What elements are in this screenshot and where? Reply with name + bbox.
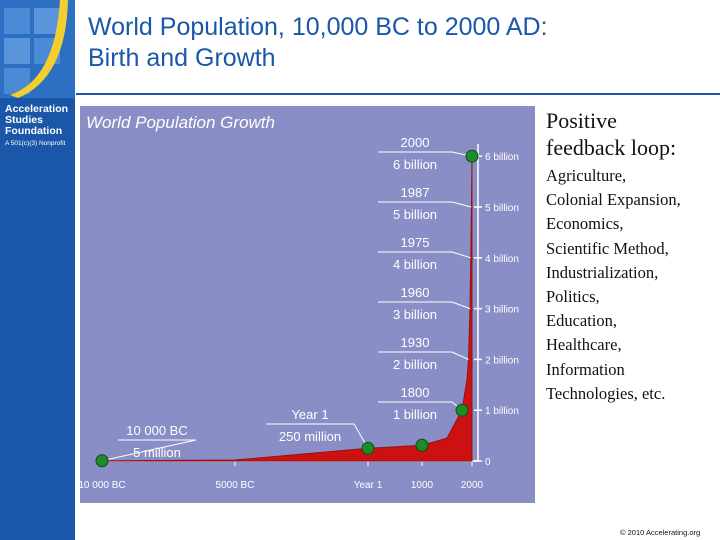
callout-year: 10 000 BC bbox=[126, 423, 187, 438]
chart-title: World Population Growth bbox=[86, 113, 275, 132]
callout-year: 1800 bbox=[401, 385, 430, 400]
callout-leader bbox=[451, 251, 471, 259]
y-tick-label: 6 billion bbox=[485, 152, 519, 163]
y-tick-label: 3 billion bbox=[485, 305, 519, 316]
callout-year: 1930 bbox=[401, 335, 430, 350]
callout-year: 1987 bbox=[401, 185, 430, 200]
title-divider bbox=[76, 93, 720, 95]
callout-leader bbox=[451, 351, 469, 360]
y-tick-label: 5 billion bbox=[485, 203, 519, 214]
callout-population: 4 billion bbox=[393, 257, 437, 272]
x-tick-label: 10 000 BC bbox=[80, 480, 126, 491]
callout-leader bbox=[451, 201, 472, 208]
copyright: © 2010 Accelerating.org bbox=[620, 528, 701, 537]
side-list-item: Education, bbox=[546, 311, 618, 331]
side-list-item: Technologies, etc. bbox=[546, 383, 666, 403]
callout-year: 1960 bbox=[401, 285, 430, 300]
data-marker bbox=[361, 441, 375, 455]
callout-population: 1 billion bbox=[393, 407, 437, 422]
callout-year: Year 1 bbox=[291, 407, 328, 422]
side-list-item: Politics, bbox=[546, 287, 600, 307]
foundation-logo bbox=[0, 0, 75, 98]
side-heading: Positive feedback loop: bbox=[546, 107, 716, 161]
y-tick-label: 4 billion bbox=[485, 254, 519, 265]
data-marker bbox=[465, 149, 479, 163]
callout-population: 5 billion bbox=[393, 207, 437, 222]
callout-population: 6 billion bbox=[393, 157, 437, 172]
y-tick-label: 1 billion bbox=[485, 406, 519, 417]
side-list-item: Industrialization, bbox=[546, 262, 659, 282]
slide-title: World Population, 10,000 BC to 2000 AD: … bbox=[88, 12, 708, 74]
population-area bbox=[101, 156, 473, 462]
population-chart: World Population Growth 0 1 billion 2 billi… bbox=[78, 106, 535, 503]
callout-population: 3 billion bbox=[393, 307, 437, 322]
side-list: Agriculture, Colonial Expansion, Economics… bbox=[546, 164, 718, 406]
org-name-line: Studies bbox=[5, 114, 43, 126]
side-list-item: Information bbox=[546, 359, 625, 379]
callout-year: 2000 bbox=[401, 135, 430, 150]
side-list-item: Economics, bbox=[546, 214, 624, 234]
callout-year: 1975 bbox=[401, 235, 430, 250]
side-list-item: Agriculture, bbox=[546, 166, 627, 185]
side-heading-line: Positive bbox=[546, 108, 617, 133]
callout-leader bbox=[101, 439, 197, 462]
side-heading-line: feedback loop: bbox=[546, 135, 677, 160]
x-tick-label: 1000 bbox=[411, 480, 434, 491]
slide-title-line: Birth and Growth bbox=[88, 44, 276, 72]
data-marker bbox=[415, 438, 429, 452]
slide-title-line: World Population, 10,000 BC to 2000 AD: bbox=[88, 13, 548, 41]
side-list-item: Healthcare, bbox=[546, 335, 622, 355]
x-tick-label: 2000 bbox=[461, 480, 484, 491]
callout-population: 5 million bbox=[133, 445, 181, 460]
callout-leader bbox=[451, 301, 471, 310]
x-tick-label: Year 1 bbox=[354, 480, 383, 491]
org-name: Acceleration Studies Foundation bbox=[5, 104, 75, 137]
org-subtitle: A 501(c)(3) Nonprofit bbox=[5, 140, 66, 147]
y-tick-label: 2 billion bbox=[485, 355, 519, 366]
population-chart-svg: World Population Growth 0 1 billion 2 billi… bbox=[78, 106, 535, 503]
callout-population: 2 billion bbox=[393, 357, 437, 372]
side-list-item: Colonial Expansion, bbox=[546, 190, 681, 210]
callout-population: 250 million bbox=[279, 429, 341, 444]
x-tick-label: 5000 BC bbox=[216, 480, 255, 491]
side-list-item: Scientific Method, bbox=[546, 238, 669, 258]
org-name-line: Acceleration bbox=[5, 103, 69, 115]
logo-swoosh-icon bbox=[4, 0, 68, 98]
y-tick-label: 0 bbox=[485, 457, 491, 468]
data-marker bbox=[455, 403, 469, 417]
org-name-line: Foundation bbox=[5, 125, 63, 137]
data-marker bbox=[95, 454, 109, 468]
